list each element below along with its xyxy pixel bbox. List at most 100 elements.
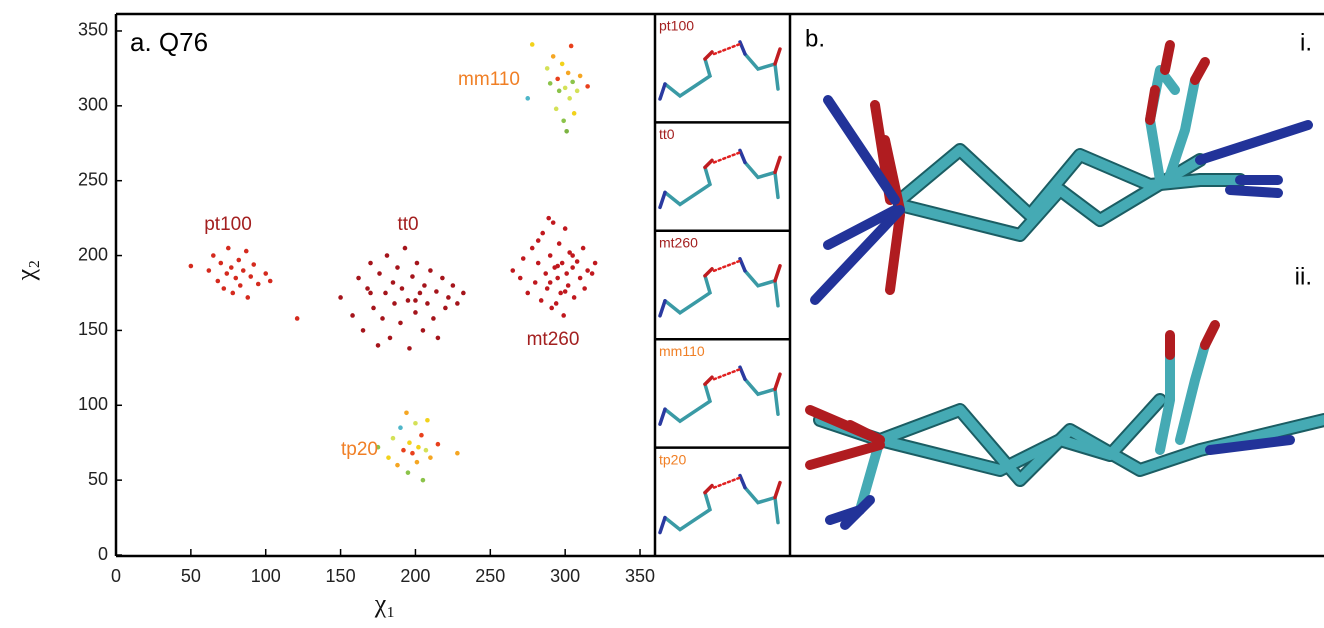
atom-o [705,52,712,59]
y-tick-label: 250 [78,169,108,189]
point [395,265,400,270]
atom-n [660,192,665,207]
point [219,261,224,266]
point [371,306,376,311]
point [440,276,445,281]
point [413,298,418,303]
point [338,295,343,300]
x-axis-label: χ₁ [374,589,396,618]
x-tick-label: 100 [251,566,281,586]
point [530,42,535,47]
point [570,253,575,258]
atom-n [740,367,745,379]
point [539,298,544,303]
point [413,421,418,426]
point [407,440,412,445]
point [536,238,541,243]
atom-o [705,269,712,276]
y-tick-label: 0 [98,544,108,564]
bond [665,59,710,96]
point [295,316,300,321]
cluster-label: tp20 [341,439,378,460]
point [356,276,361,281]
figure: 0501001502002503003500501001502002503003… [0,0,1324,628]
bond [665,167,710,204]
hbond [714,152,740,162]
point [434,289,439,294]
point [521,256,526,261]
point [585,268,590,273]
panel-b-render [810,45,1324,525]
point [555,264,560,269]
point [244,249,249,254]
point [525,96,530,101]
point [361,328,366,333]
point [431,316,436,321]
point [418,291,423,296]
x-tick-label: 0 [111,566,121,586]
x-tick-label: 200 [400,566,430,586]
point [236,258,241,263]
point [404,410,409,415]
point [561,119,566,124]
point [548,280,553,285]
point [545,66,550,71]
hbond [714,478,740,488]
point [461,291,466,296]
point [569,44,574,49]
point [554,301,559,306]
point [564,271,569,276]
bond [665,276,710,313]
point [401,448,406,453]
cluster-label: pt100 [204,214,252,235]
point [380,316,385,321]
hbond [714,369,740,379]
point [455,301,460,306]
point [388,336,393,341]
atom-o [775,157,780,172]
inset-molecule [660,259,780,316]
point [189,264,194,269]
point [425,301,430,306]
point [421,328,426,333]
point [436,336,441,341]
hbond [714,261,740,271]
point [525,291,530,296]
point [530,246,535,251]
point [585,84,590,89]
point [413,310,418,315]
inset-molecule [660,367,780,424]
point [578,74,583,79]
point [224,271,229,276]
point [421,478,426,483]
point [533,280,538,285]
y-tick-label: 100 [78,394,108,414]
bond [665,493,710,530]
point [410,274,415,279]
inset-molecule [660,150,780,207]
point [540,231,545,236]
point [451,283,456,288]
atom-o [775,266,780,281]
point [570,80,575,85]
point [545,286,550,291]
point [560,261,565,266]
bond [665,384,710,421]
point [419,433,424,438]
point [263,271,268,276]
point [406,298,411,303]
point [350,313,355,318]
point [398,321,403,326]
atom-o [705,377,712,384]
point [392,301,397,306]
inset-label: pt100 [659,18,694,34]
point [230,291,235,296]
inset-label: mm110 [659,343,705,359]
atom-n [740,259,745,271]
point [365,286,370,291]
point [555,77,560,82]
point [403,246,408,251]
point [385,253,390,258]
point [256,282,261,287]
point [416,445,421,450]
